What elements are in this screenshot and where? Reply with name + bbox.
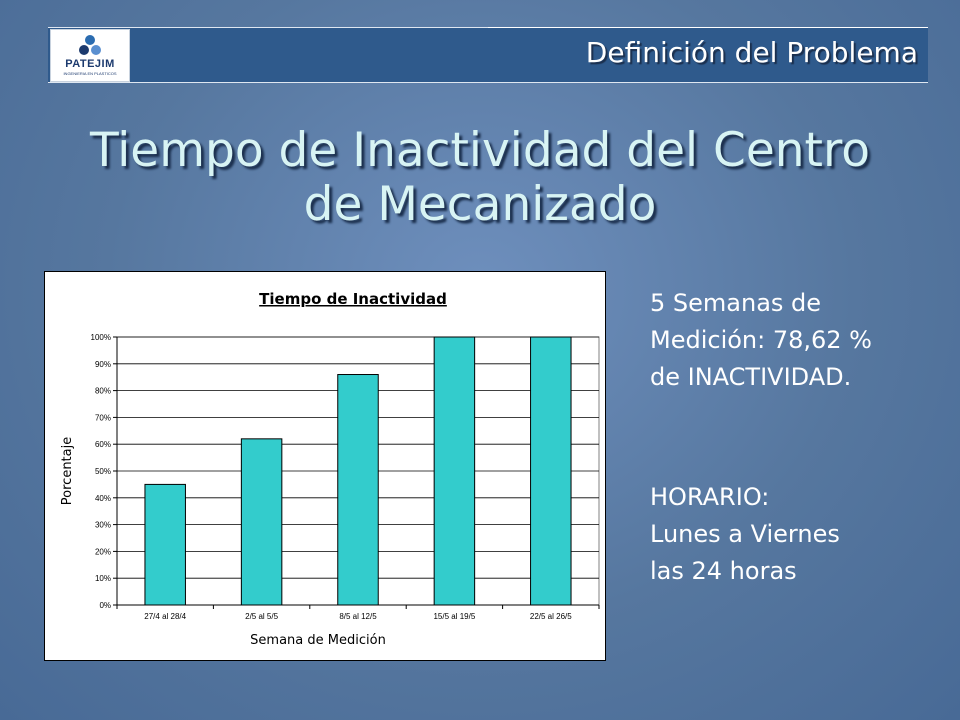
y-tick-label: 60% bbox=[95, 440, 111, 449]
x-tick-label: 15/5 al 19/5 bbox=[433, 612, 475, 621]
logo-mark-icon bbox=[79, 35, 101, 55]
bar bbox=[433, 336, 476, 606]
bar bbox=[240, 438, 283, 606]
y-tick-label: 70% bbox=[95, 413, 111, 422]
schedule-info: HORARIO: Lunes a Viernes las 24 horas bbox=[650, 479, 840, 590]
bar bbox=[337, 374, 379, 606]
schedule-line-1: HORARIO: bbox=[650, 483, 770, 511]
schedule-line-3: las 24 horas bbox=[650, 557, 797, 585]
y-tick-label: 50% bbox=[95, 467, 111, 476]
schedule-line-2: Lunes a Viernes bbox=[650, 520, 840, 548]
measurement-summary: 5 Semanas de Medición: 78,62 % de INACTI… bbox=[650, 285, 872, 396]
y-tick-label: 90% bbox=[95, 360, 111, 369]
y-tick-label: 20% bbox=[95, 547, 111, 556]
y-tick-label: 100% bbox=[91, 333, 111, 342]
y-tick-label: 10% bbox=[95, 574, 111, 583]
bar bbox=[530, 336, 572, 606]
x-tick-label: 27/4 al 28/4 bbox=[144, 612, 186, 621]
logo-text: PATEJIM bbox=[65, 58, 115, 70]
y-tick-label: 0% bbox=[99, 601, 111, 610]
company-logo: PATEJIM INGENIERIA EN PLASTICOS bbox=[50, 29, 130, 82]
x-tick-label: 22/5 al 26/5 bbox=[530, 612, 572, 621]
y-axis-label: Porcentaje bbox=[60, 437, 75, 505]
y-tick-label: 30% bbox=[95, 521, 111, 530]
header-divider bbox=[488, 27, 928, 28]
slide-title-line-1: Tiempo de Inactividad del Centro bbox=[89, 123, 871, 178]
bar bbox=[144, 483, 186, 606]
logo-subtext: INGENIERIA EN PLASTICOS bbox=[63, 71, 117, 76]
chart-frame: Tiempo de Inactividad 0% 10% 20% 30% 40% 50% 60… bbox=[44, 271, 606, 661]
slide-title-line-2: de Mecanizado bbox=[303, 177, 657, 232]
bar-chart: Tiempo de Inactividad 0% 10% 20% 30% 40% 50% 60… bbox=[60, 290, 600, 648]
slide-title: Tiempo de Inactividad del Centro de Meca… bbox=[40, 124, 920, 232]
x-tick-label: 2/5 al 5/5 bbox=[245, 612, 278, 621]
x-axis-label: Semana de Medición bbox=[250, 633, 386, 648]
summary-line-1: 5 Semanas de bbox=[650, 289, 822, 317]
chart-title: Tiempo de Inactividad bbox=[259, 290, 447, 308]
summary-line-3: de INACTIVIDAD. bbox=[650, 363, 852, 391]
section-title: Definición del Problema bbox=[585, 36, 918, 69]
y-tick-label: 40% bbox=[95, 494, 111, 503]
x-tick-label: 8/5 al 12/5 bbox=[339, 612, 377, 621]
summary-line-2: Medición: 78,62 % bbox=[650, 326, 872, 354]
y-tick-label: 80% bbox=[95, 387, 111, 396]
